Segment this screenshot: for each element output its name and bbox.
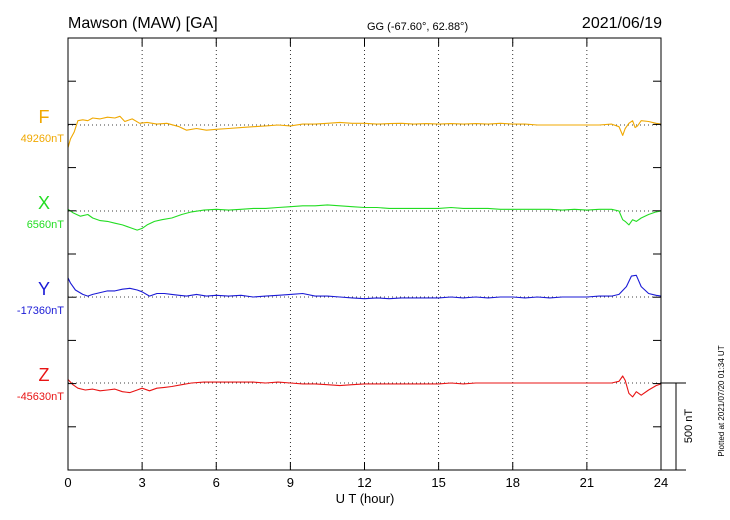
plotted-timestamp: Plotted at 2021/07/20 01:34 UT [717, 345, 726, 456]
x-tick-label-0: 0 [64, 475, 71, 490]
baseline-label-z: -45630nT [17, 391, 64, 403]
series-line-y [67, 274, 662, 300]
baseline-label-y: -17360nT [17, 305, 64, 317]
x-axis-tick-labels: 0 3 6 9 12 15 18 21 24 [64, 475, 668, 490]
x-axis-title: U T (hour) [336, 491, 395, 506]
baselines [68, 124, 661, 384]
x-tick-label-21: 21 [580, 475, 594, 490]
right-axis-ticks [653, 80, 661, 428]
series-labels: F 49260nT X 6560nT Y -17360nT Z -45630nT [17, 107, 64, 403]
x-tick-label-24: 24 [654, 475, 668, 490]
series-layer [67, 115, 662, 398]
x-axis-ticks [67, 38, 662, 470]
scale-bar-label: 500 nT [683, 409, 695, 444]
left-axis-ticks [68, 80, 76, 428]
scale-bar: 500 nT [661, 382, 695, 471]
series-name-f: F [39, 107, 50, 127]
x-tick-label-15: 15 [431, 475, 445, 490]
vertical-grid [141, 38, 588, 470]
baseline-label-f: 49260nT [21, 133, 65, 145]
x-tick-label-6: 6 [213, 475, 220, 490]
series-name-x: X [38, 193, 50, 213]
series-line-f [67, 115, 662, 148]
series-name-z: Z [39, 365, 50, 385]
series-line-x [67, 204, 662, 231]
series-line-z [67, 375, 662, 398]
station-title: Mawson (MAW) [GA] [68, 15, 218, 32]
station-coordinates: GG (-67.60°, 62.88°) [367, 21, 468, 33]
baseline-label-x: 6560nT [27, 219, 65, 231]
x-tick-label-18: 18 [506, 475, 520, 490]
series-name-y: Y [38, 279, 50, 299]
x-tick-label-9: 9 [287, 475, 294, 490]
x-tick-label-3: 3 [139, 475, 146, 490]
chart-date: 2021/06/19 [582, 15, 662, 32]
x-tick-label-12: 12 [357, 475, 371, 490]
